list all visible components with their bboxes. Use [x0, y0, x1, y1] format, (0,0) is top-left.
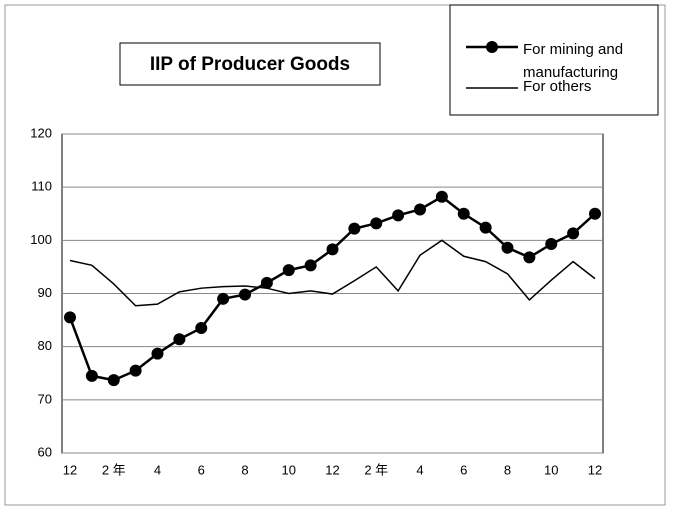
data-point: [64, 311, 76, 324]
data-point: [501, 241, 514, 254]
x-tick-label: 4: [154, 462, 161, 477]
series-line: [69, 239, 596, 307]
x-tick-label: 12: [588, 462, 602, 477]
data-point: [414, 203, 426, 216]
data-point: [348, 222, 361, 235]
data-point: [457, 207, 470, 220]
series-line: [68, 195, 596, 382]
legend-label: For others: [523, 78, 592, 95]
data-point: [129, 364, 142, 377]
y-tick-label: 70: [38, 391, 52, 406]
chart-title: IIP of Producer Goods: [150, 54, 350, 75]
x-tick-label: 8: [241, 462, 248, 477]
data-point: [239, 288, 251, 301]
legend-marker: [486, 41, 498, 53]
data-point: [370, 217, 383, 230]
y-tick-label: 90: [38, 285, 52, 300]
data-point: [282, 264, 295, 277]
x-tick-label: 2 年: [102, 462, 126, 477]
data-point: [326, 243, 339, 256]
data-point: [479, 221, 492, 234]
y-tick-label: 80: [38, 338, 52, 353]
legend-box: [449, 4, 659, 116]
data-point: [195, 322, 208, 335]
data-point: [523, 251, 536, 264]
x-tick-label: 4: [416, 462, 423, 477]
data-point: [392, 209, 405, 222]
data-point: [217, 292, 230, 305]
data-point: [173, 333, 186, 346]
chart-border: [4, 4, 666, 506]
y-tick-label: 110: [31, 179, 52, 194]
y-tick-label: 60: [38, 444, 52, 459]
x-tick-label: 6: [198, 462, 205, 477]
data-point: [545, 238, 558, 251]
data-point: [304, 259, 317, 272]
x-tick-label: 10: [282, 462, 296, 477]
x-tick-label: 2 年: [364, 462, 388, 477]
data-point: [151, 347, 164, 360]
x-tick-label: 8: [504, 462, 511, 477]
title-box: [119, 42, 381, 86]
data-point: [589, 207, 601, 220]
data-point: [85, 369, 98, 382]
data-point: [567, 227, 580, 240]
data-point: [107, 374, 120, 387]
x-tick-label: 12: [63, 462, 77, 477]
x-tick-label: 12: [325, 462, 339, 477]
data-point: [435, 190, 448, 203]
y-tick-label: 100: [30, 232, 52, 247]
x-tick-label: 10: [544, 462, 558, 477]
data-point: [260, 276, 273, 289]
x-tick-label: 6: [460, 462, 467, 477]
y-tick-label: 120: [30, 125, 52, 140]
legend-label: For mining and manufacturing: [523, 41, 624, 81]
